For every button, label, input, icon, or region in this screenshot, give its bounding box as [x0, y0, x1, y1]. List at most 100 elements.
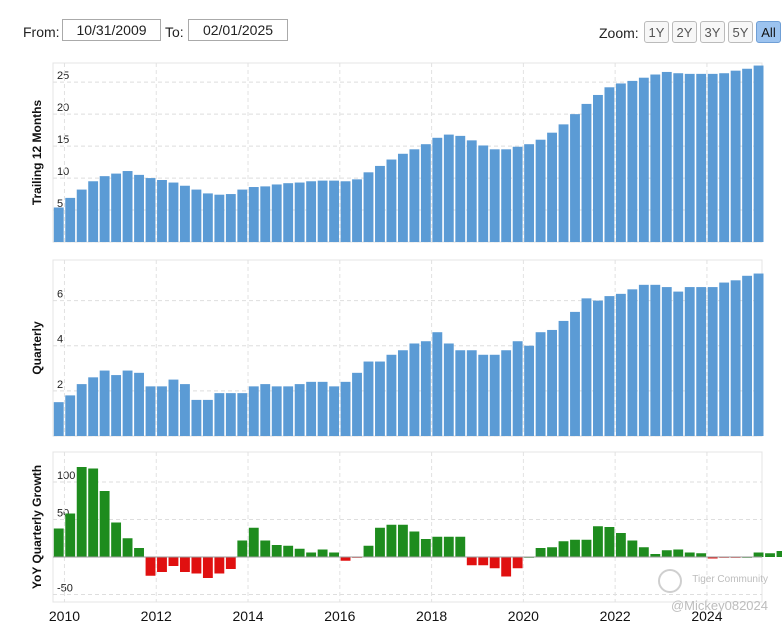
panel-1-bar — [707, 73, 718, 242]
panel-3-bar — [260, 540, 271, 557]
panel-3-bar — [168, 557, 179, 566]
panel-3-bar — [501, 557, 512, 577]
panel-3-bar — [650, 554, 661, 557]
panel-1-ytick-label: 25 — [57, 70, 69, 82]
panel-3-frame — [52, 451, 763, 603]
panel-1-bar — [547, 132, 557, 242]
panel-2-bar — [420, 341, 431, 436]
panel-2-bar — [501, 350, 512, 436]
panel-1-bar — [684, 73, 695, 242]
xtick-label: 2024 — [691, 608, 722, 624]
panel-3-bar — [753, 552, 764, 557]
panel-1-bar — [443, 134, 454, 242]
panel-3-ytick-label: 100 — [57, 470, 75, 482]
panel-2-bar — [512, 341, 523, 436]
panel-2-bar — [340, 381, 351, 436]
panel-1-bar — [306, 181, 317, 242]
panel-1-bar — [168, 182, 179, 242]
panel-1-bar — [294, 182, 305, 242]
xtick-label: 2022 — [600, 608, 631, 624]
panel-2-bar — [707, 287, 718, 436]
panel-3-bar — [375, 527, 385, 557]
panel-3-bar — [409, 531, 420, 557]
to-date-input[interactable] — [188, 19, 288, 41]
panel-2-bar — [271, 386, 282, 436]
panel-1-bar — [524, 144, 535, 242]
panel-1-bar — [730, 70, 741, 243]
panel-3-bar — [214, 557, 225, 574]
panel-1-bar — [742, 68, 753, 242]
panel-2-bar — [719, 282, 730, 436]
panel-2-bar — [53, 402, 64, 436]
panel-3-bar — [237, 540, 248, 557]
panel-1-bar — [558, 124, 569, 242]
panel-3-bar — [283, 545, 294, 557]
panel-3-bar — [547, 547, 557, 557]
panel-2-bar — [99, 370, 110, 436]
panel-1-bar — [604, 87, 615, 243]
panel-2-ylabel: Quarterly — [30, 321, 44, 375]
panel-2-bar — [76, 384, 87, 436]
xtick-label: 2010 — [49, 608, 80, 624]
panel-3-bar — [397, 524, 408, 557]
watermark-user: @Mickey082024 — [670, 598, 768, 613]
panel-1-bar — [202, 193, 213, 242]
panel-3-bar — [593, 526, 603, 557]
panel-2-bar — [581, 298, 592, 436]
watermark-brand: Tiger Community — [692, 574, 768, 585]
panel-2-bar — [558, 320, 569, 436]
panel-3-bar — [570, 539, 580, 557]
panel-3-bar — [638, 547, 649, 557]
xtick-label: 2016 — [324, 608, 355, 624]
panel-1-bar — [489, 149, 500, 242]
panel-2-bar — [684, 287, 695, 436]
panel-3-bar — [489, 557, 500, 569]
panel-1-bar — [225, 194, 236, 242]
panel-3-bar — [134, 548, 144, 557]
zoom-3y-button[interactable]: 3Y — [700, 21, 725, 43]
zoom-2y-button[interactable]: 2Y — [672, 21, 697, 43]
panel-1-bar — [478, 145, 489, 242]
panel-1-bar — [352, 179, 362, 242]
panel-2-bar — [524, 345, 535, 436]
panel-2-bar — [650, 284, 661, 436]
panel-2-bar — [225, 393, 236, 436]
panel-1-bar — [248, 187, 259, 242]
panel-2-bar — [214, 393, 225, 436]
panel-3-bar — [363, 545, 374, 557]
panel-1-bar — [122, 171, 133, 242]
zoom-label: Zoom: — [599, 25, 639, 41]
panel-3-bar — [99, 491, 110, 557]
panel-1-bar — [317, 180, 328, 242]
panel-3-bar — [225, 557, 236, 569]
panel-2-bar — [443, 343, 454, 436]
panel-1-bar — [627, 80, 638, 243]
panel-1-bar — [696, 73, 707, 242]
zoom-5y-button[interactable]: 5Y — [728, 21, 753, 43]
zoom-all-button[interactable]: All — [756, 21, 781, 43]
panel-2-bar — [627, 289, 638, 436]
panel-1-bar — [512, 146, 523, 242]
panel-3-bar — [604, 527, 615, 557]
panel-3-bar — [627, 540, 638, 557]
panel-1-bar — [753, 65, 764, 242]
zoom-1y-button[interactable]: 1Y — [644, 21, 669, 43]
xtick-label: 2014 — [232, 608, 263, 624]
panel-1-bar — [76, 189, 87, 242]
panel-2-bar — [157, 386, 167, 436]
panel-1-ytick-label: 20 — [57, 102, 69, 114]
panel-1-bar — [214, 194, 225, 242]
panel-1-bar — [455, 135, 466, 242]
panel-3-bar — [707, 557, 718, 559]
panel-2-bar — [111, 375, 122, 436]
panel-2-bar — [753, 273, 764, 436]
panel-1-bar — [501, 149, 512, 242]
panel-1-bar — [420, 144, 431, 242]
panel-2-bar — [638, 284, 649, 436]
panel-1-bar — [535, 139, 546, 242]
from-date-input[interactable] — [62, 19, 161, 41]
panel-2-bar — [489, 354, 500, 436]
panel-3-bar — [684, 552, 695, 557]
panel-3-bar — [53, 528, 64, 557]
panel-1-ytick-label: 10 — [57, 166, 69, 178]
